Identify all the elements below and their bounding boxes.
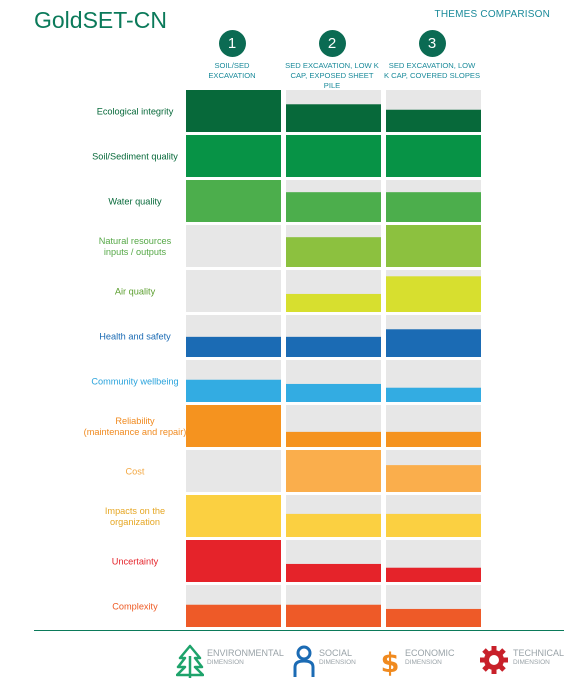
bar-10-2 [286, 513, 381, 537]
alternative-1-label: SOIL/SED EXCAVATION [182, 61, 282, 81]
alternative-1-label-line-2: EXCAVATION [208, 71, 256, 80]
bar-4-3 [386, 225, 481, 267]
legend-social-sub: DIMENSION [319, 659, 356, 666]
bar-10-3 [386, 513, 481, 537]
bar-7-1 [186, 379, 281, 402]
themes-comparison-chart: Ecological integrity Soil/Sediment qualit… [84, 90, 481, 627]
legend-technical-sub: DIMENSION [513, 659, 550, 666]
bar-5-2 [286, 293, 381, 312]
category-label-10-line-2: organization [110, 517, 160, 527]
category-label-8-line-2: (maintenance and repair) [84, 427, 187, 437]
bar-track-4-1 [186, 225, 281, 267]
bar-8-3 [386, 431, 481, 447]
svg-text:$: $ [381, 648, 400, 678]
alternative-2-label: SED EXCAVATION, LOW K CAP, EXPOSED SHEET… [282, 61, 382, 91]
alternative-3-label: SED EXCAVATION, LOW K CAP, COVERED SLOPE… [382, 61, 482, 81]
bar-6-1 [186, 336, 281, 357]
alternative-2-number: 2 [318, 30, 346, 57]
bar-8-1 [186, 405, 281, 447]
category-label-7: Community wellbeing [91, 377, 178, 387]
tree-icon [176, 644, 204, 678]
alternative-2-label-line-1: SED EXCAVATION, LOW K [285, 61, 379, 70]
bar-3-2 [286, 192, 381, 222]
alternative-2-label-line-2: CAP, EXPOSED SHEET PILE [290, 71, 374, 90]
bar-2-2 [286, 135, 381, 177]
bar-2-1 [186, 135, 281, 177]
category-label-1: Ecological integrity [97, 107, 174, 117]
legend-environmental: ENVIRONMENTAL DIMENSION [176, 644, 284, 678]
bar-6-3 [386, 329, 481, 357]
alternative-3-label-line-2: K CAP, COVERED SLOPES [383, 71, 481, 80]
divider [34, 630, 564, 631]
bar-11-1 [186, 540, 281, 582]
bar-9-2 [286, 450, 381, 492]
category-label-9: Cost [126, 467, 145, 477]
person-icon [293, 645, 315, 677]
alternative-1-number: 1 [218, 30, 246, 57]
alternative-1-header: 1 SOIL/SED EXCAVATION [182, 30, 282, 81]
themes-comparison-title: THEMES COMPARISON [434, 9, 550, 20]
bar-7-3 [386, 387, 481, 402]
bar-track-9-1 [186, 450, 281, 492]
alternative-3-header: 3 SED EXCAVATION, LOW K CAP, COVERED SLO… [382, 30, 482, 81]
bar-track-5-1 [186, 270, 281, 312]
dollar-icon: $ [381, 648, 400, 678]
bar-11-2 [286, 563, 381, 582]
legend-technical: TECHNICAL DIMENSION [478, 644, 564, 676]
bar-5-3 [386, 276, 481, 312]
category-label-6: Health and safety [99, 332, 171, 342]
category-label-2: Soil/Sediment quality [92, 152, 178, 162]
bar-2-3 [386, 135, 481, 177]
bar-12-1 [186, 604, 281, 627]
alternative-1-label-line-1: SOIL/SED [214, 61, 250, 70]
bar-9-3 [386, 465, 481, 492]
bar-1-2 [286, 104, 381, 132]
bar-6-2 [286, 336, 381, 357]
category-label-3: Water quality [108, 197, 162, 207]
bar-1-1 [186, 90, 281, 132]
alternative-3-number: 3 [418, 30, 446, 57]
legend-social-name: SOCIAL [319, 648, 353, 658]
category-label-8-line-1: Reliability [115, 416, 155, 426]
legend-economic: $ ECONOMIC DIMENSION [378, 644, 455, 678]
category-label-4-line-2: inputs / outputs [104, 247, 167, 257]
category-label-5: Air quality [115, 287, 156, 297]
bar-11-3 [386, 567, 481, 582]
alternative-2-header: 2 SED EXCAVATION, LOW K CAP, EXPOSED SHE… [282, 30, 382, 91]
bar-12-2 [286, 604, 381, 627]
category-label-12: Complexity [112, 602, 158, 612]
legend-environmental-sub: DIMENSION [207, 659, 244, 666]
bar-12-3 [386, 608, 481, 627]
gear-icon [480, 646, 508, 674]
category-label-10-line-1: Impacts on the [105, 506, 165, 516]
app-title: GoldSET-CN [34, 7, 167, 33]
bar-7-2 [286, 383, 381, 402]
legend-environmental-name: ENVIRONMENTAL [207, 648, 284, 658]
bar-8-2 [286, 431, 381, 447]
category-label-4-line-1: Natural resources [99, 236, 172, 246]
legend-economic-sub: DIMENSION [405, 659, 442, 666]
bar-3-3 [386, 192, 481, 222]
legend-social: SOCIAL DIMENSION [292, 644, 356, 678]
legend-technical-name: TECHNICAL [513, 648, 565, 658]
bar-4-2 [286, 237, 381, 267]
bar-10-1 [186, 495, 281, 537]
legend-economic-name: ECONOMIC [405, 648, 455, 658]
bar-1-3 [386, 109, 481, 132]
alternative-3-label-line-1: SED EXCAVATION, LOW [388, 61, 476, 70]
bar-3-1 [186, 180, 281, 222]
category-label-11: Uncertainty [112, 557, 159, 567]
